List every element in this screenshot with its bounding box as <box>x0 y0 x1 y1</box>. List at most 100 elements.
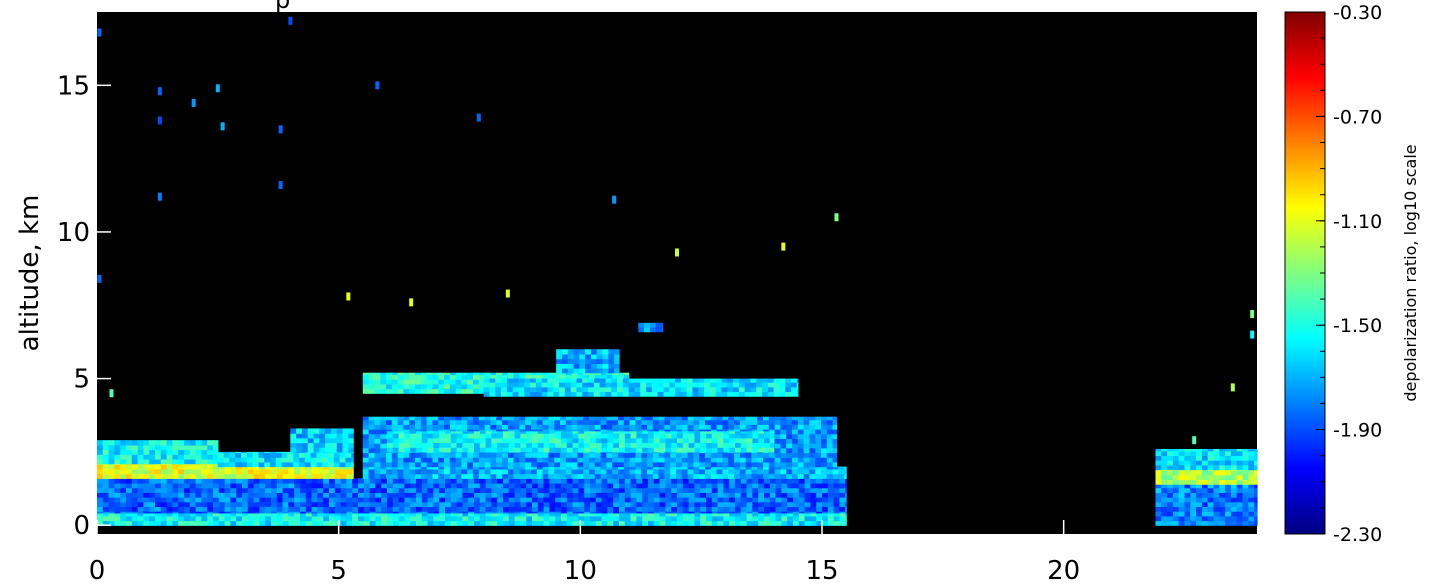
heatmap-cell <box>421 513 429 517</box>
heatmap-cell <box>1213 470 1220 476</box>
heatmap-cell <box>768 466 776 470</box>
heatmap-cell <box>1213 511 1220 517</box>
heatmap-cell <box>589 473 596 479</box>
heatmap-point <box>288 16 293 25</box>
heatmap-cell <box>764 487 771 493</box>
heatmap-cell <box>641 424 648 430</box>
heatmap-cell <box>682 501 690 508</box>
heatmap-cell <box>1213 520 1220 526</box>
heatmap-cell <box>484 424 492 430</box>
heatmap-cell <box>530 382 537 388</box>
heatmap-cell <box>723 513 730 517</box>
heatmap-cell <box>612 452 619 458</box>
heatmap-cell <box>166 487 173 493</box>
heatmap-cell <box>473 424 480 430</box>
heatmap-cell <box>416 506 423 512</box>
heatmap-cell <box>549 515 556 522</box>
heatmap-cell <box>503 487 510 493</box>
heatmap-cell <box>242 492 249 498</box>
heatmap-cell <box>281 451 289 454</box>
heatmap-cell <box>489 386 496 393</box>
heatmap-cell <box>686 382 694 388</box>
heatmap-cell <box>1178 455 1186 461</box>
heatmap-cell <box>681 461 689 468</box>
heatmap-cell <box>774 433 782 439</box>
heatmap-cell <box>381 497 388 503</box>
heatmap-cell <box>386 468 393 475</box>
heatmap-cell <box>305 520 313 526</box>
heatmap-cell <box>160 501 168 508</box>
heatmap-cell <box>474 431 481 434</box>
heatmap-cell <box>368 424 376 430</box>
heatmap-cell <box>600 457 608 463</box>
heatmap-cell <box>686 386 694 393</box>
heatmap-cell <box>815 433 822 439</box>
heatmap-cell <box>525 452 532 458</box>
heatmap-cell <box>102 454 110 460</box>
heatmap-cell <box>729 506 736 512</box>
heatmap-cell <box>746 433 753 439</box>
heatmap-cell <box>503 433 510 439</box>
heatmap-cell <box>750 391 757 397</box>
heatmap-cell <box>524 382 531 388</box>
heatmap-cell <box>602 349 609 355</box>
heatmap-cell <box>444 468 451 475</box>
heatmap-cell <box>265 497 272 503</box>
heatmap-cell <box>392 442 400 448</box>
heatmap-cell <box>560 424 567 430</box>
heatmap-cell <box>201 513 208 517</box>
heatmap-cell <box>1196 515 1203 522</box>
heatmap-cell <box>757 416 764 421</box>
heatmap-cell <box>491 437 498 444</box>
heatmap-cell <box>565 468 573 475</box>
heatmap-cell <box>735 482 742 489</box>
heatmap-cell <box>275 461 283 468</box>
heatmap-cell <box>613 482 620 489</box>
heatmap-cell <box>479 497 487 503</box>
heatmap-cell <box>573 358 580 364</box>
heatmap-cell <box>1248 450 1255 456</box>
heatmap-cell <box>768 419 776 425</box>
heatmap-cell <box>340 497 347 503</box>
heatmap-cell <box>844 466 847 470</box>
heatmap-cell <box>700 487 707 493</box>
heatmap-cell <box>739 416 747 421</box>
heatmap-cell <box>536 374 544 380</box>
heatmap-cell <box>416 520 423 526</box>
heatmap-cell <box>710 416 718 421</box>
heatmap-cell <box>676 452 683 458</box>
heatmap-cell <box>184 520 191 526</box>
heatmap-cell <box>368 466 376 470</box>
heatmap-cell <box>126 497 133 503</box>
heatmap-cell <box>647 416 654 421</box>
heatmap-cell <box>750 382 757 388</box>
heatmap-cell <box>675 391 682 397</box>
heatmap-cell <box>537 478 545 484</box>
heatmap-cell <box>646 378 653 383</box>
heatmap-cell <box>449 452 457 458</box>
heatmap-cell <box>420 468 428 475</box>
heatmap-cell <box>693 452 700 458</box>
heatmap-cell <box>767 378 775 383</box>
heatmap-cell <box>467 379 474 385</box>
heatmap-cell <box>461 452 468 458</box>
heatmap-cell <box>473 473 480 479</box>
heatmap-cell <box>822 478 829 484</box>
heatmap-cell <box>506 378 514 383</box>
heatmap-cell <box>1207 520 1215 526</box>
heatmap-cell <box>184 501 191 508</box>
heatmap-cell <box>426 379 434 385</box>
heatmap-cell <box>582 382 589 388</box>
heatmap-cell <box>629 457 637 463</box>
heatmap-cell <box>797 452 805 458</box>
heatmap-cell <box>798 492 806 498</box>
heatmap-cell <box>630 437 637 444</box>
heatmap-cell <box>758 520 765 526</box>
heatmap-cell <box>561 501 568 508</box>
heatmap-cell <box>120 454 127 460</box>
heatmap-cell <box>346 501 353 508</box>
heatmap-cell <box>1207 460 1215 466</box>
heatmap-cell <box>1178 520 1186 526</box>
heatmap-cell <box>455 388 463 394</box>
heatmap-cell <box>547 386 554 393</box>
